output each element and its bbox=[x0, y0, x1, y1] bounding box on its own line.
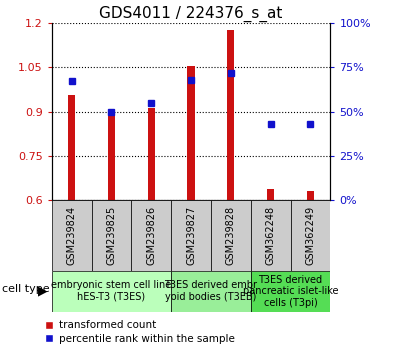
Bar bbox=[68, 95, 75, 200]
Bar bbox=[131, 200, 171, 271]
Text: embryonic stem cell line
hES-T3 (T3ES): embryonic stem cell line hES-T3 (T3ES) bbox=[51, 280, 172, 302]
Bar bbox=[171, 200, 211, 271]
Bar bbox=[307, 190, 314, 200]
Text: GSM239826: GSM239826 bbox=[146, 206, 156, 265]
Text: GSM362249: GSM362249 bbox=[305, 206, 316, 265]
Bar bbox=[251, 271, 330, 312]
Text: GSM239828: GSM239828 bbox=[226, 206, 236, 265]
Bar bbox=[267, 189, 274, 200]
Bar bbox=[291, 200, 330, 271]
Text: GSM239824: GSM239824 bbox=[66, 206, 77, 265]
Text: T3ES derived
pancreatic islet-like
cells (T3pi): T3ES derived pancreatic islet-like cells… bbox=[243, 275, 338, 308]
Text: cell type: cell type bbox=[2, 284, 50, 295]
Title: GDS4011 / 224376_s_at: GDS4011 / 224376_s_at bbox=[100, 5, 283, 22]
Bar bbox=[92, 200, 131, 271]
Bar bbox=[227, 30, 234, 200]
Text: GSM362248: GSM362248 bbox=[265, 206, 276, 265]
Bar bbox=[187, 66, 195, 200]
Bar bbox=[52, 200, 92, 271]
Bar bbox=[108, 110, 115, 200]
Bar bbox=[171, 271, 251, 312]
Bar bbox=[251, 200, 291, 271]
Text: ▶: ▶ bbox=[38, 285, 47, 298]
Bar bbox=[52, 271, 171, 312]
Legend: transformed count, percentile rank within the sample: transformed count, percentile rank withi… bbox=[45, 320, 234, 344]
Bar bbox=[148, 108, 155, 200]
Text: GSM239827: GSM239827 bbox=[186, 206, 196, 265]
Text: GSM239825: GSM239825 bbox=[106, 206, 117, 265]
Bar bbox=[211, 200, 251, 271]
Text: T3ES derived embr
yoid bodies (T3EB): T3ES derived embr yoid bodies (T3EB) bbox=[164, 280, 258, 302]
